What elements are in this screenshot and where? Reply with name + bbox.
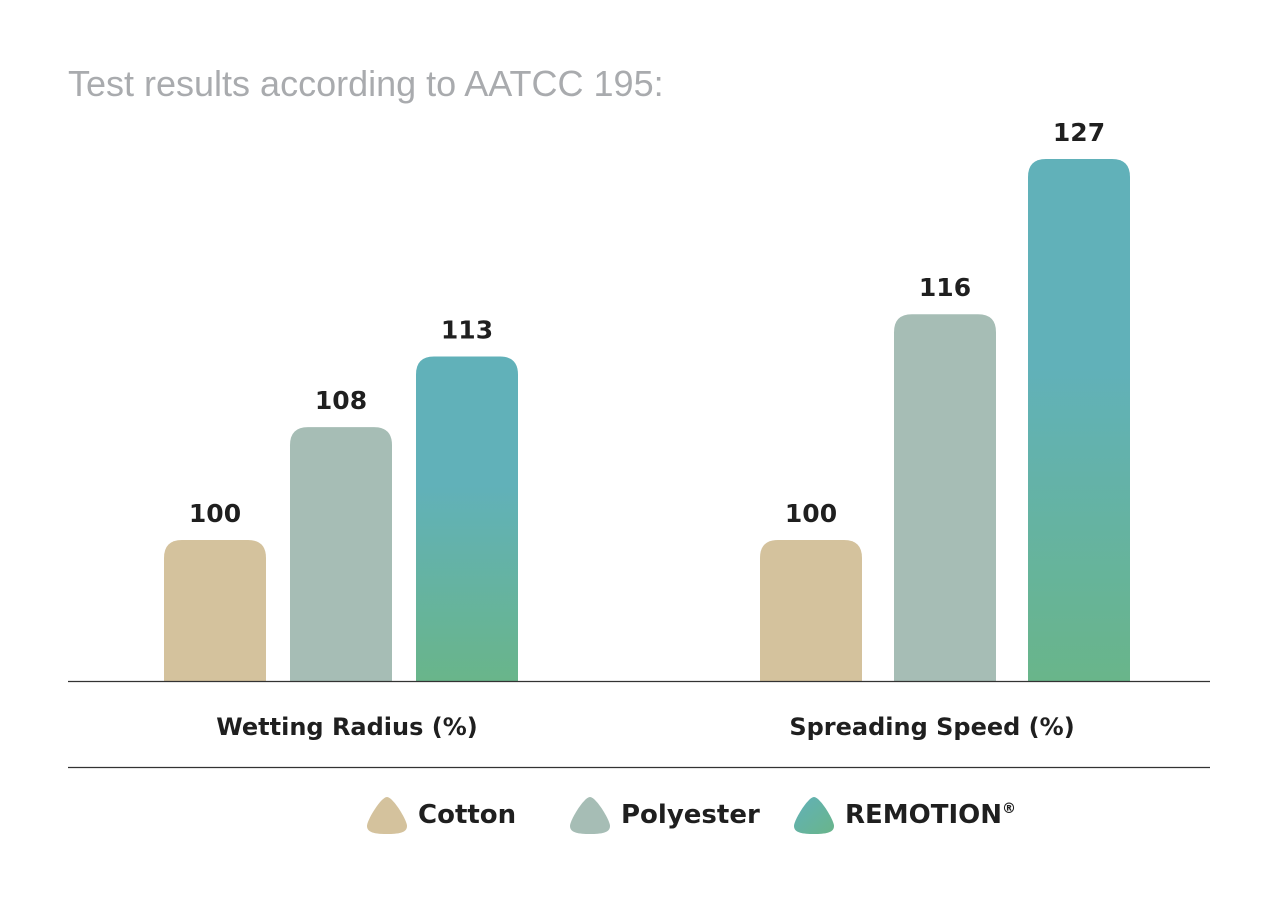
- bar-polyester-wetting-radius: [290, 427, 392, 681]
- legend-label-polyester: Polyester: [621, 800, 760, 830]
- value-label-remotion-wetting-radius: 113: [441, 316, 493, 345]
- legend-registered-mark: ®: [1002, 801, 1016, 817]
- value-label-polyester-spreading-speed: 116: [919, 273, 971, 302]
- bar-remotion-wetting-radius: [416, 356, 518, 681]
- value-labels-group: 100 108 113 100 116 127: [189, 118, 1105, 528]
- legend: Cotton Polyester REMOTION®: [367, 797, 1016, 834]
- legend-swatch-cotton: [367, 797, 407, 834]
- legend-label-remotion-text: REMOTION: [845, 800, 1002, 830]
- legend-item-polyester: Polyester: [570, 797, 760, 834]
- bar-polyester-spreading-speed: [894, 314, 996, 681]
- legend-swatch-polyester: [570, 797, 610, 834]
- chart-title: Test results according to AATCC 195:: [68, 63, 664, 104]
- category-label-spreading-speed: Spreading Speed (%): [789, 713, 1074, 741]
- legend-item-remotion: REMOTION®: [794, 797, 1016, 834]
- bar-cotton-spreading-speed: [760, 540, 862, 681]
- value-label-remotion-spreading-speed: 127: [1053, 118, 1105, 147]
- value-label-polyester-wetting-radius: 108: [315, 386, 367, 415]
- value-label-cotton-spreading-speed: 100: [785, 499, 837, 528]
- legend-item-cotton: Cotton: [367, 797, 516, 834]
- bars-group: [164, 159, 1130, 681]
- bar-remotion-spreading-speed: [1028, 159, 1130, 681]
- bar-cotton-wetting-radius: [164, 540, 266, 681]
- legend-swatch-remotion: [794, 797, 834, 834]
- value-label-cotton-wetting-radius: 100: [189, 499, 241, 528]
- category-label-wetting-radius: Wetting Radius (%): [216, 713, 477, 741]
- legend-label-remotion: REMOTION®: [845, 800, 1016, 830]
- legend-label-cotton: Cotton: [418, 800, 516, 830]
